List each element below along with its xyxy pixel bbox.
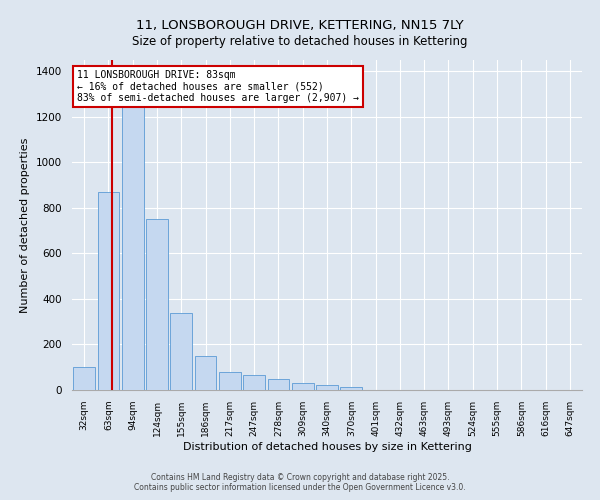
X-axis label: Distribution of detached houses by size in Kettering: Distribution of detached houses by size …: [182, 442, 472, 452]
Text: 11, LONSBOROUGH DRIVE, KETTERING, NN15 7LY: 11, LONSBOROUGH DRIVE, KETTERING, NN15 7…: [136, 20, 464, 32]
Bar: [268, 378, 289, 390]
Text: Contains HM Land Registry data © Crown copyright and database right 2025.
Contai: Contains HM Land Registry data © Crown c…: [134, 473, 466, 492]
Bar: [170, 312, 192, 390]
Y-axis label: Number of detached properties: Number of detached properties: [20, 138, 31, 312]
Bar: [194, 356, 217, 390]
Bar: [146, 220, 168, 390]
Bar: [340, 386, 362, 390]
Bar: [316, 386, 338, 390]
Bar: [73, 367, 95, 390]
Bar: [219, 372, 241, 390]
Bar: [122, 101, 143, 390]
Bar: [243, 375, 265, 390]
Text: 11 LONSBOROUGH DRIVE: 83sqm
← 16% of detached houses are smaller (552)
83% of se: 11 LONSBOROUGH DRIVE: 83sqm ← 16% of det…: [77, 70, 359, 103]
Text: Size of property relative to detached houses in Kettering: Size of property relative to detached ho…: [132, 34, 468, 48]
Bar: [97, 192, 119, 390]
Bar: [292, 383, 314, 390]
